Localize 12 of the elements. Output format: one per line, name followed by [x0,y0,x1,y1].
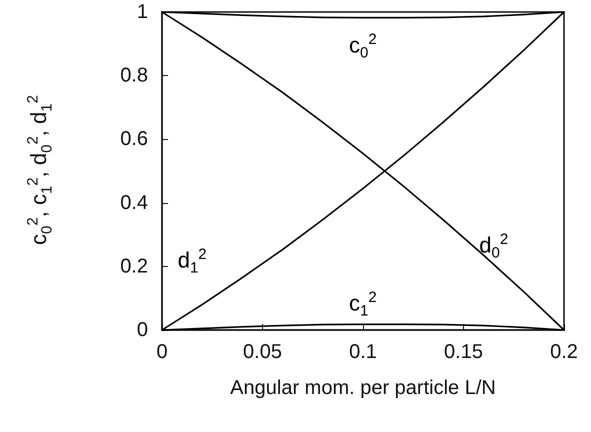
x-tick-label: 0.2 [550,341,578,363]
x-axis-title: Angular mom. per particle L/N [230,377,496,399]
y-tick-label: 0 [136,319,148,341]
x-tick-label: 0 [156,341,168,363]
x-tick-label: 0.1 [349,341,377,363]
x-tick-label: 0.05 [243,341,282,363]
y-tick-label: 1 [136,1,148,23]
y-tick-label: 0.4 [120,192,148,214]
y-tick-label: 0.8 [120,64,148,87]
y-tick-label: 0.6 [120,128,148,150]
y-tick-label: 0.2 [120,255,148,278]
x-tick-label: 0.15 [444,341,483,363]
